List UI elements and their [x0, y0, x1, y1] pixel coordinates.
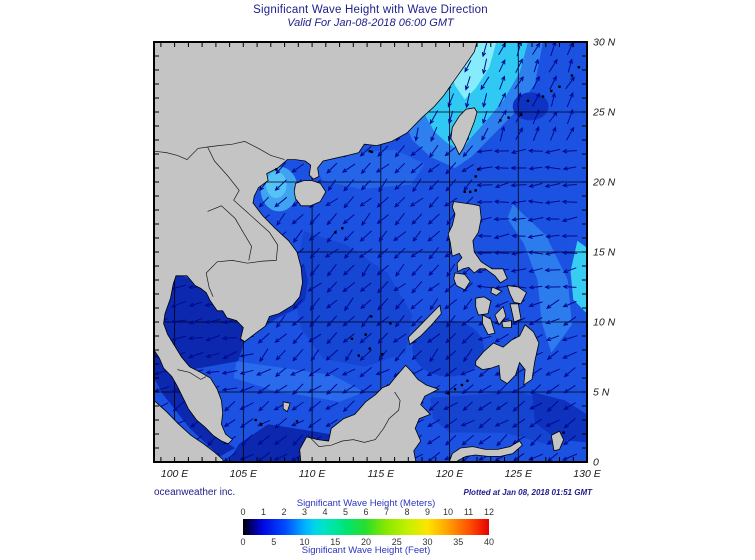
ph-east-cyan: [570, 240, 587, 314]
colorbar-tick-value: 12: [483, 507, 494, 517]
colorbar-tick-value: 0: [240, 537, 246, 547]
colorbar-tick-value: 6: [363, 507, 369, 517]
malacca-dark: [154, 347, 236, 457]
colorbar-tick-value: 7: [383, 507, 389, 517]
scs-north-light: [309, 149, 425, 189]
y-axis-label: 30 N: [593, 37, 616, 49]
land-hainan: [293, 180, 327, 207]
colorbar-tick-value: 4: [322, 507, 328, 517]
x-axis-label: 130 E: [573, 468, 601, 480]
x-axis-label: 120 E: [436, 468, 464, 480]
colorbar-tick-value: 8: [404, 507, 410, 517]
colorbar-tick-value: 15: [330, 537, 341, 547]
colorbar-meters-label: Significant Wave Height (Meters): [296, 498, 436, 509]
land-masses: [154, 42, 565, 462]
axis-labels: 100 E 105 E 110 E 115 E 120 E 125 E 130 E 30 N 2…: [161, 37, 616, 481]
colorbar-tick-value: 9: [424, 507, 430, 517]
celebes-east-deep: [532, 392, 587, 443]
colorbar-tick-value: 0: [240, 507, 246, 517]
sulu-dark: [412, 320, 484, 377]
land-mainland-asia: [154, 42, 478, 445]
land-leyte: [509, 303, 522, 323]
degree-ticks: [154, 42, 587, 462]
x-axis-label: 105 E: [230, 468, 258, 480]
plotted-timestamp: Plotted at Jan 08, 2018 01:51 GMT: [463, 488, 593, 497]
x-axis-label: 125 E: [505, 468, 533, 480]
x-axis-label: 115 E: [367, 468, 395, 480]
land-mindoro: [453, 272, 471, 291]
land-palawan: [407, 304, 442, 346]
colorbar-tick-value: 40: [483, 537, 494, 547]
land-luzon: [447, 201, 508, 284]
land-masbate: [490, 286, 503, 296]
colorbar-tick-value: 1: [260, 507, 266, 517]
y-axis-label: 5 N: [593, 387, 610, 399]
gulf-thailand-dark: [163, 271, 249, 370]
land-bohol: [501, 320, 512, 328]
colorbar-tick-value: 10: [299, 537, 310, 547]
country-borders: [154, 141, 401, 447]
y-axis-label: 15 N: [593, 247, 616, 259]
y-axis-label: 0: [593, 457, 599, 469]
land-cebu: [494, 305, 507, 326]
land-mindanao: [475, 324, 540, 386]
ph-east-light: [507, 204, 572, 353]
land-taiwan: [450, 107, 478, 156]
colorbar-tick-value: 10: [442, 507, 453, 517]
colorbar-tick-value: 3: [301, 507, 307, 517]
colorbar-tick-value: 35: [453, 537, 464, 547]
colorbar-tick-value: 25: [391, 537, 402, 547]
y-axis-label: 20 N: [592, 177, 616, 189]
land-borneo: [299, 364, 440, 462]
land-samar: [506, 285, 528, 305]
y-axis-label: 25 N: [592, 107, 616, 119]
land-panay: [475, 296, 492, 316]
land-negros: [482, 314, 496, 336]
y-axis-label: 10 N: [593, 317, 616, 329]
colorbar-tick-value: 20: [360, 537, 371, 547]
colorbar-tick-value: 5: [342, 507, 348, 517]
valid-time-subtitle: Valid For Jan-08-2018 06:00 GMT: [287, 17, 454, 29]
colorbar-tick-value: 11: [463, 507, 474, 517]
page-title: Significant Wave Height with Wave Direct…: [253, 4, 488, 16]
colorbar-tick-value: 5: [271, 537, 277, 547]
land-natuna: [282, 401, 291, 413]
colorbar-tick-value: 2: [281, 507, 287, 517]
x-axis-label: 110 E: [299, 468, 327, 480]
x-axis-label: 100 E: [161, 468, 189, 480]
oceanweather-credit: oceanweather inc.: [154, 487, 236, 498]
colorbar-tick-value: 30: [422, 537, 433, 547]
island-specks: [254, 66, 580, 434]
colorbar-feet-label: Significant Wave Height (Feet): [301, 545, 431, 556]
tonkin-core: [266, 171, 287, 199]
land-sumatra: [154, 399, 224, 462]
colorbar-gradient: [243, 519, 489, 535]
land-halmahera: [550, 430, 565, 452]
